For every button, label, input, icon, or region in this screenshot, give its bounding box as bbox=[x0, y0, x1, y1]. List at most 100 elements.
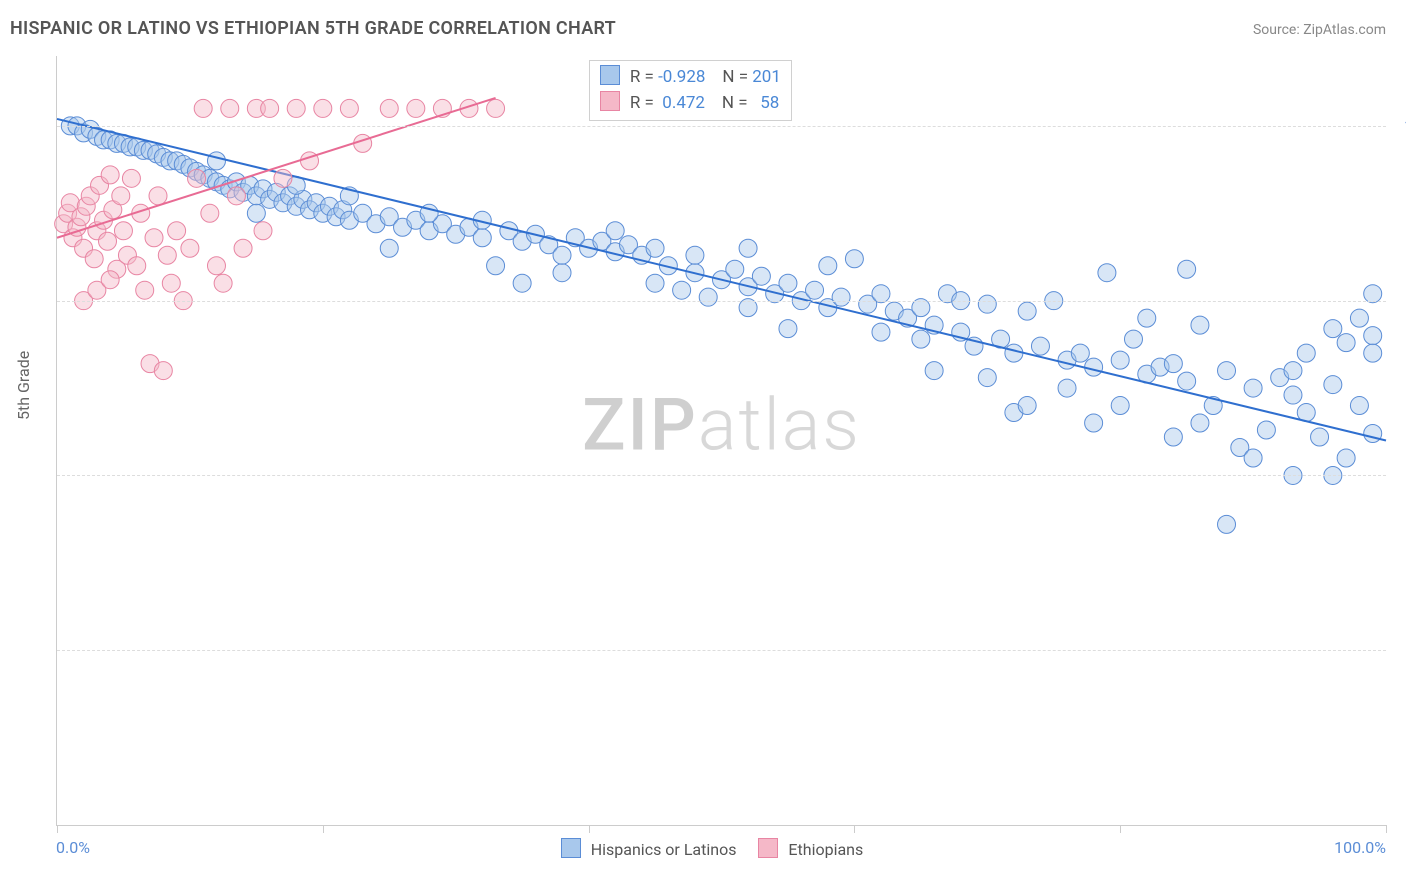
stats-row-2: R = 0.472 N = 58 bbox=[600, 91, 781, 117]
ytick-label: 85.0% bbox=[1396, 641, 1406, 660]
data-point bbox=[1124, 330, 1142, 348]
legend-series1-label: Hispanics or Latinos bbox=[591, 840, 737, 859]
data-point bbox=[1111, 397, 1129, 415]
data-point bbox=[779, 274, 797, 292]
xtick bbox=[1386, 825, 1387, 833]
data-point bbox=[978, 295, 996, 313]
data-point bbox=[1257, 421, 1275, 439]
data-point bbox=[487, 99, 505, 117]
r-value-2: 0.472 bbox=[658, 93, 705, 113]
data-point bbox=[1337, 334, 1355, 352]
data-point bbox=[234, 239, 252, 257]
data-point bbox=[145, 229, 163, 247]
data-point bbox=[207, 152, 225, 170]
xtick bbox=[854, 825, 855, 833]
data-point bbox=[162, 274, 180, 292]
series1-swatch bbox=[600, 65, 620, 85]
data-point bbox=[646, 274, 664, 292]
ytick-label: 95.0% bbox=[1396, 291, 1406, 310]
stats-row-1: R = -0.928 N = 201 bbox=[600, 65, 781, 91]
data-point bbox=[274, 169, 292, 187]
stats-legend-box: R = -0.928 N = 201 R = 0.472 N = 58 bbox=[589, 60, 792, 121]
data-point bbox=[1284, 362, 1302, 380]
data-point bbox=[1284, 386, 1302, 404]
n-label-2: N = bbox=[722, 93, 748, 113]
chart-svg bbox=[57, 56, 1386, 825]
data-point bbox=[128, 257, 146, 275]
chart-title: HISPANIC OR LATINO VS ETHIOPIAN 5TH GRAD… bbox=[10, 18, 616, 39]
data-point bbox=[1085, 358, 1103, 376]
data-point bbox=[380, 239, 398, 257]
data-point bbox=[1324, 376, 1342, 394]
data-point bbox=[1098, 264, 1116, 282]
data-point bbox=[1071, 344, 1089, 362]
data-point bbox=[122, 169, 140, 187]
data-point bbox=[101, 166, 119, 184]
data-point bbox=[487, 257, 505, 275]
data-point bbox=[832, 288, 850, 306]
data-point bbox=[221, 99, 239, 117]
data-point bbox=[99, 232, 117, 250]
data-point bbox=[686, 246, 704, 264]
data-point bbox=[726, 260, 744, 278]
data-point bbox=[247, 204, 265, 222]
data-point bbox=[1178, 260, 1196, 278]
data-point bbox=[1138, 309, 1156, 327]
data-point bbox=[1005, 344, 1023, 362]
data-point bbox=[513, 274, 531, 292]
data-point bbox=[553, 264, 571, 282]
data-point bbox=[779, 320, 797, 338]
data-point bbox=[1058, 379, 1076, 397]
data-point bbox=[1350, 397, 1368, 415]
data-point bbox=[149, 187, 167, 205]
data-point bbox=[872, 323, 890, 341]
data-point bbox=[1018, 397, 1036, 415]
data-point bbox=[1164, 428, 1182, 446]
data-point bbox=[214, 274, 232, 292]
n-value-2: 58 bbox=[752, 93, 780, 113]
data-point bbox=[473, 229, 491, 247]
data-point bbox=[912, 330, 930, 348]
data-point bbox=[136, 281, 154, 299]
xtick bbox=[323, 825, 324, 833]
data-point bbox=[845, 250, 863, 268]
data-point bbox=[1178, 372, 1196, 390]
data-point bbox=[207, 257, 225, 275]
data-point bbox=[114, 222, 132, 240]
chart-container: { "title": "HISPANIC OR LATINO VS ETHIOP… bbox=[0, 0, 1406, 892]
data-point bbox=[101, 271, 119, 289]
source-attribution: Source: ZipAtlas.com bbox=[1253, 22, 1386, 38]
data-point bbox=[261, 99, 279, 117]
xtick bbox=[57, 825, 58, 833]
data-point bbox=[1018, 302, 1036, 320]
data-point bbox=[354, 134, 372, 152]
data-point bbox=[739, 239, 757, 257]
n-value-1: 201 bbox=[752, 67, 781, 87]
data-point bbox=[1164, 355, 1182, 373]
data-point bbox=[181, 239, 199, 257]
data-point bbox=[380, 99, 398, 117]
data-point bbox=[1244, 379, 1262, 397]
data-point bbox=[1031, 337, 1049, 355]
gridline-h bbox=[57, 650, 1386, 651]
data-point bbox=[1191, 316, 1209, 334]
trend-line bbox=[57, 119, 1386, 441]
data-point bbox=[1297, 344, 1315, 362]
data-point bbox=[227, 187, 245, 205]
data-point bbox=[1311, 428, 1329, 446]
legend-series1-swatch bbox=[561, 838, 581, 858]
data-point bbox=[112, 187, 130, 205]
data-point bbox=[1350, 309, 1368, 327]
data-point bbox=[168, 222, 186, 240]
data-point bbox=[606, 222, 624, 240]
data-point bbox=[1085, 414, 1103, 432]
data-point bbox=[752, 267, 770, 285]
r-label-1: R = bbox=[630, 67, 654, 87]
data-point bbox=[314, 99, 332, 117]
data-point bbox=[194, 99, 212, 117]
data-point bbox=[1364, 327, 1382, 345]
data-point bbox=[201, 204, 219, 222]
xtick bbox=[589, 825, 590, 833]
xtick bbox=[1120, 825, 1121, 833]
data-point bbox=[699, 288, 717, 306]
